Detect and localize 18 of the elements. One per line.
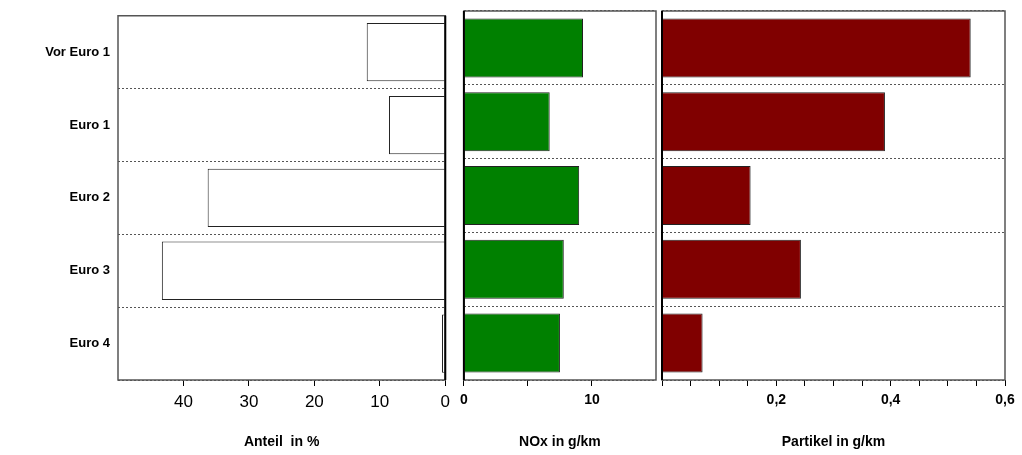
x-tick-label: 0 [459,391,468,408]
x-tick-label: 20 [304,391,324,411]
x-axis-title: Anteil in % [243,433,320,450]
x-tick-label: 10 [370,391,390,411]
x-tick-label: 30 [239,391,259,411]
y-tick-label: Euro 3 [69,262,110,278]
x-tick-label: 0,6 [995,391,1015,408]
x-tick-label: 10 [584,391,600,408]
x-tick-label: 40 [173,391,193,411]
y-tick-label: Euro 1 [69,116,110,132]
x-tick-label: 0,2 [766,391,787,408]
x-axis-title: Partikel in g/km [781,433,886,450]
x-axis-title: NOx in g/km [519,433,601,450]
y-tick-label: Euro 4 [69,335,111,351]
x-tick-label: 0,4 [880,391,901,408]
x-tick-label: 0 [440,391,451,411]
y-tick-label: Vor Euro 1 [45,43,110,59]
y-tick-label: Euro 2 [69,189,110,205]
